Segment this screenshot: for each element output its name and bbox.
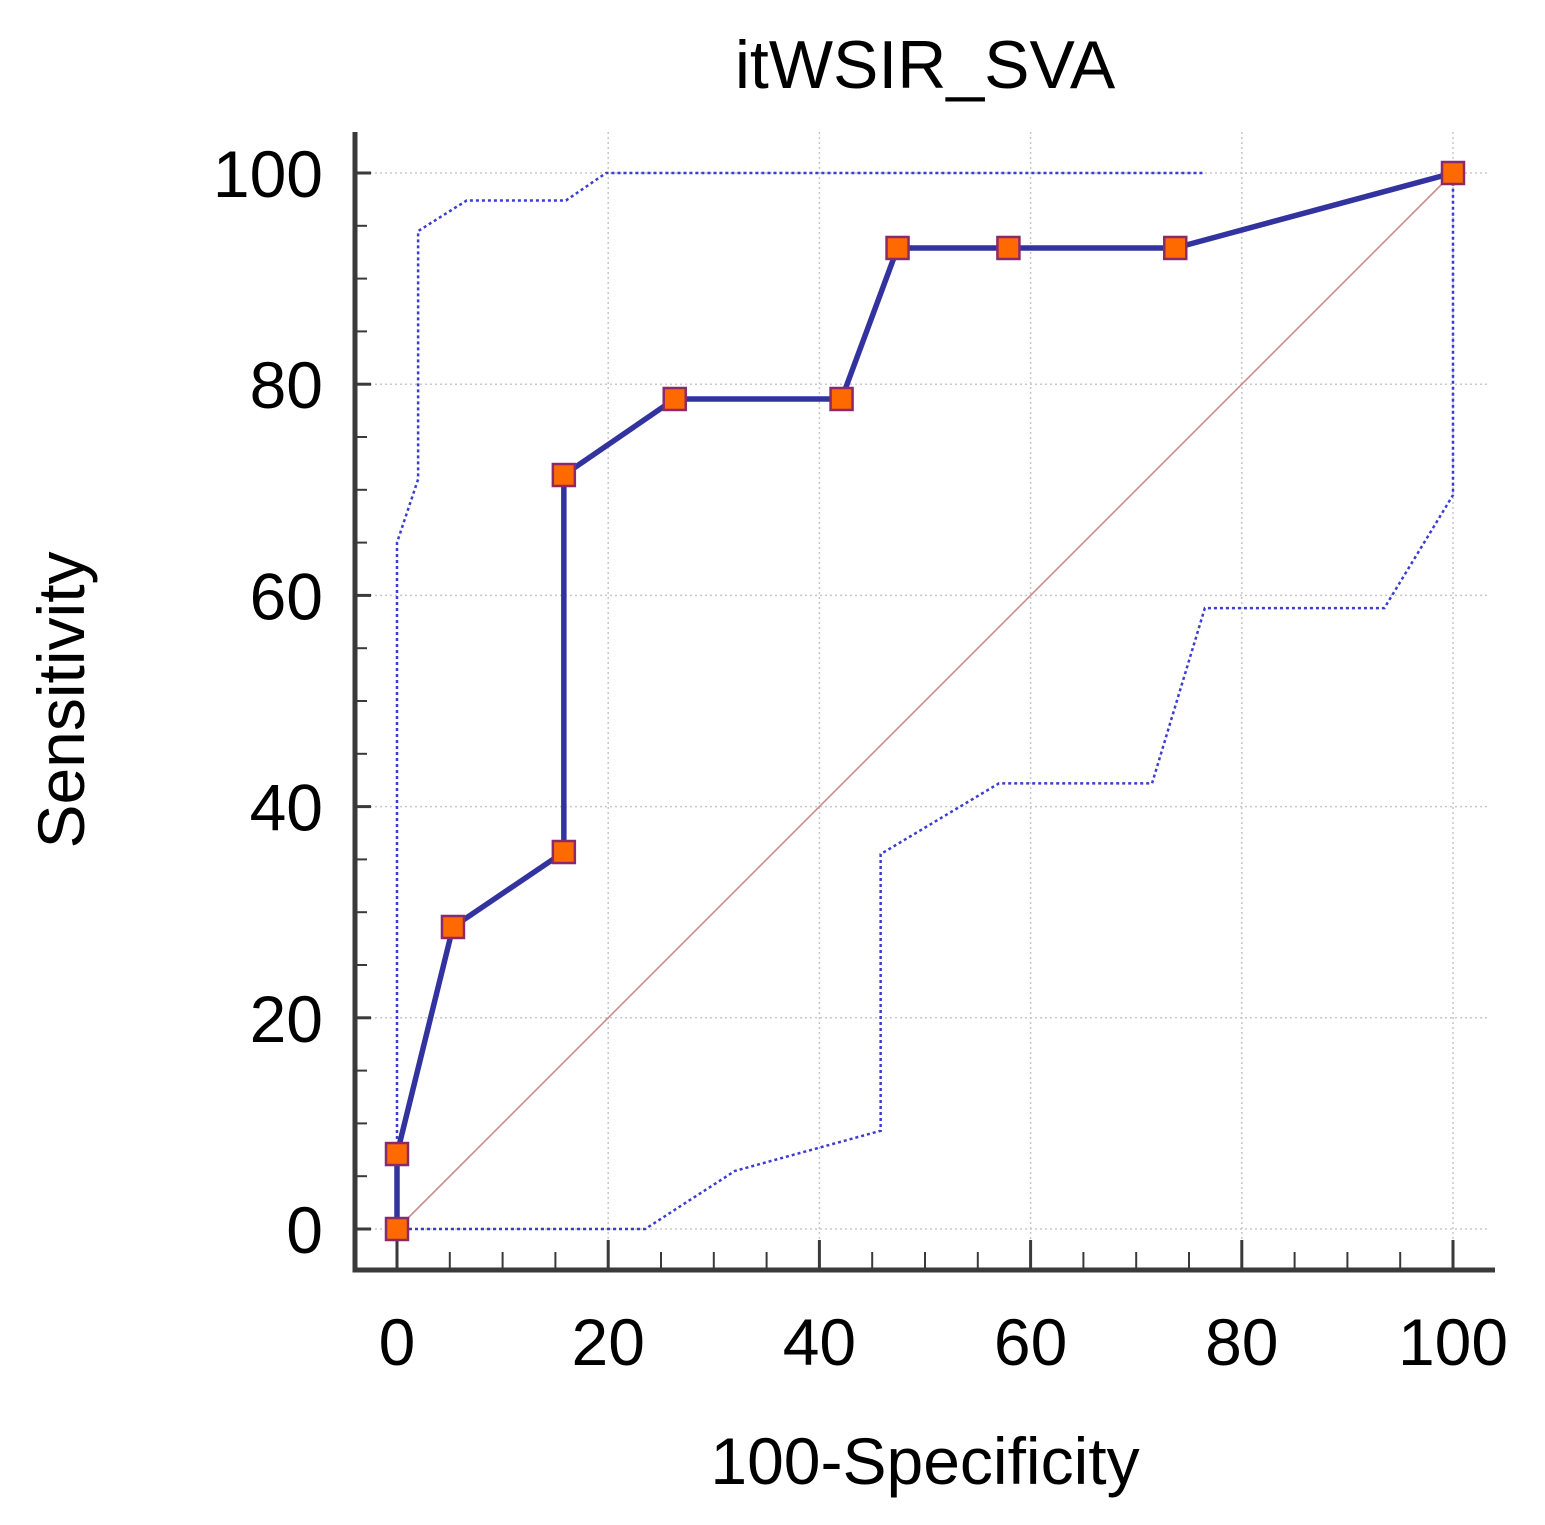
x-tick-label: 40 xyxy=(783,1305,856,1379)
roc-point-marker xyxy=(551,839,577,865)
marker-layer xyxy=(384,160,1466,1242)
tick-label-layer: 0 20 40 60 80 100 0 20 40 60 80 100 xyxy=(213,137,1508,1379)
roc-point-marker xyxy=(885,235,910,261)
roc-point-marker xyxy=(996,235,1021,261)
roc-point-marker xyxy=(1440,160,1466,186)
x-tick-label: 60 xyxy=(994,1305,1067,1379)
reference-line-layer xyxy=(396,172,1454,1230)
chart-title: itWSIR_SVA xyxy=(735,27,1116,103)
x-tick-label: 0 xyxy=(379,1305,416,1379)
y-tick-label: 80 xyxy=(250,348,323,422)
reference-diagonal-line xyxy=(396,172,1454,1230)
x-tick-label: 100 xyxy=(1398,1305,1508,1379)
lower-ci-line xyxy=(397,173,1455,1231)
grid-layer xyxy=(355,132,1490,1270)
y-tick-label: 100 xyxy=(213,137,323,211)
y-tick-label: 40 xyxy=(250,771,323,845)
roc-point-marker xyxy=(384,1141,410,1167)
y-tick-label: 20 xyxy=(250,982,323,1056)
x-axis-label: 100-Specificity xyxy=(710,1424,1139,1498)
y-tick-label: 60 xyxy=(250,559,323,633)
roc-point-marker xyxy=(551,462,577,488)
confidence-interval-layer xyxy=(395,171,1455,1231)
roc-point-marker xyxy=(662,386,687,412)
y-axis-label: Sensitivity xyxy=(24,551,98,848)
x-tick-label: 80 xyxy=(1205,1305,1278,1379)
roc-point-marker xyxy=(829,386,854,412)
x-tick-label: 20 xyxy=(571,1305,644,1379)
axis-frame xyxy=(352,132,1495,1273)
roc-point-marker xyxy=(384,1216,410,1242)
upper-ci-line xyxy=(395,171,1205,1229)
axes-layer xyxy=(352,132,1495,1273)
roc-point-marker xyxy=(1163,235,1188,261)
y-tick-label: 0 xyxy=(286,1193,323,1267)
roc-point-marker xyxy=(440,914,466,940)
